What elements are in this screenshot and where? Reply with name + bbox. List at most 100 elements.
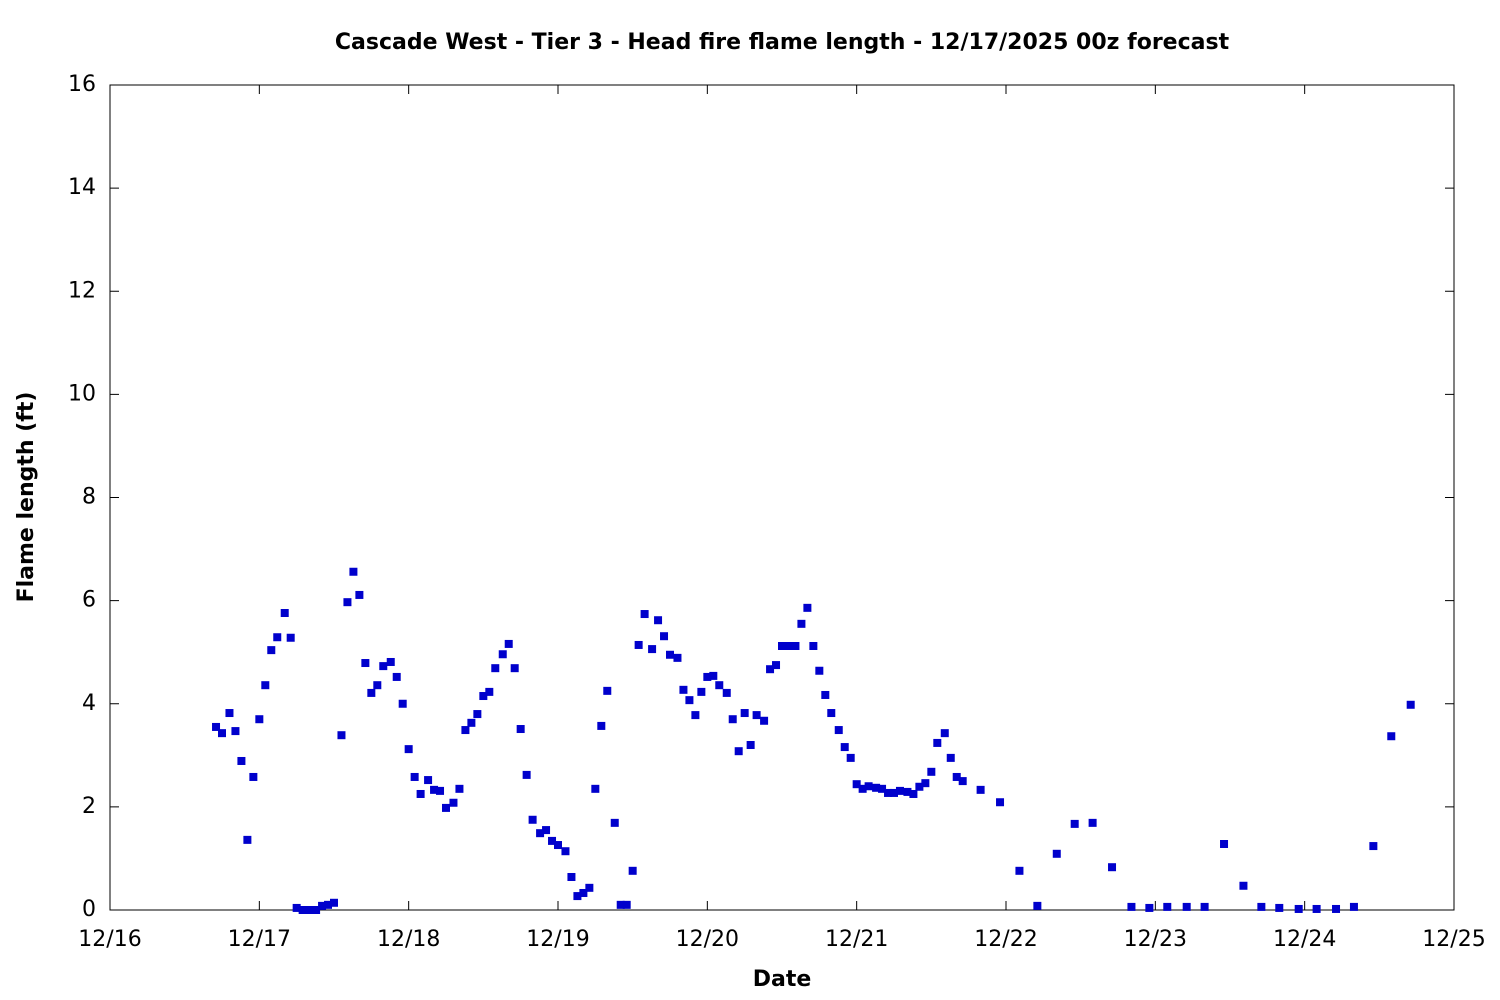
point [536,829,545,838]
point [1108,863,1117,872]
point [616,900,625,909]
point [903,787,912,796]
point [1257,902,1266,911]
point [255,715,264,724]
point [449,798,458,807]
point [648,645,657,654]
point [312,906,321,914]
point [304,906,313,914]
point [946,753,955,762]
point [640,610,649,619]
point [858,784,867,793]
y-tick-label: 16 [68,72,96,97]
point [760,716,769,725]
point [330,898,338,907]
point [367,688,376,697]
point [1070,819,1079,828]
chart-title: Cascade West - Tier 3 - Head fire flame … [335,30,1230,55]
point [386,657,395,666]
point [1052,849,1061,858]
point [1349,902,1358,911]
point [691,711,700,720]
point [878,784,887,793]
point [261,681,270,690]
point [292,903,301,912]
point [996,798,1005,807]
point [548,836,557,845]
point [772,661,781,670]
point [404,745,413,754]
point [591,784,600,793]
point [778,642,786,650]
x-tick-label: 12/19 [526,927,589,952]
point [1332,904,1341,913]
point [821,690,830,699]
point [249,772,258,781]
x-tick-label: 12/17 [228,927,291,952]
point [660,632,669,641]
point [567,873,576,881]
point [392,672,401,681]
x-tick-label: 12/24 [1273,927,1336,952]
x-tick-label: 12/18 [377,927,440,952]
point [766,665,775,674]
point [318,901,327,910]
point [585,883,594,892]
point [286,633,295,642]
y-tick-label: 12 [68,278,96,303]
x-tick-label: 12/20 [676,927,739,952]
point [1406,700,1415,709]
point [1294,904,1303,913]
point [554,841,562,850]
point [561,847,570,856]
point [734,747,743,756]
x-tick-label: 12/25 [1422,927,1485,952]
point [1127,902,1136,911]
point [610,818,619,827]
point [715,681,724,690]
point [1312,904,1321,913]
point [467,718,476,727]
x-tick-label: 12/16 [78,927,141,952]
point [324,900,333,909]
point [573,892,582,901]
point [212,722,221,731]
point [752,711,761,720]
point [791,642,800,650]
point [933,738,942,747]
y-tick-label: 4 [82,691,96,716]
point [542,826,551,835]
point [473,710,482,719]
point [231,727,240,736]
point [890,788,898,797]
y-axis-label: Flame length (ft) [14,392,39,603]
point [510,664,519,673]
point [834,726,843,735]
point [679,685,688,694]
point [628,866,637,875]
point [634,640,643,649]
point [442,803,450,812]
point [654,616,663,625]
point [884,788,893,797]
point [479,692,488,701]
point [827,709,836,718]
point [1239,881,1248,890]
point [746,741,755,749]
point [579,888,588,897]
point [909,789,918,798]
point [455,784,464,793]
point [436,786,445,795]
point [685,696,694,705]
point [424,776,433,785]
point [218,729,226,738]
point [976,785,985,794]
y-tick-label: 14 [68,175,96,200]
point [797,619,806,628]
point [528,815,537,824]
point [915,782,924,791]
point [740,709,749,718]
point [622,900,631,909]
point [803,603,812,612]
point [666,650,674,659]
